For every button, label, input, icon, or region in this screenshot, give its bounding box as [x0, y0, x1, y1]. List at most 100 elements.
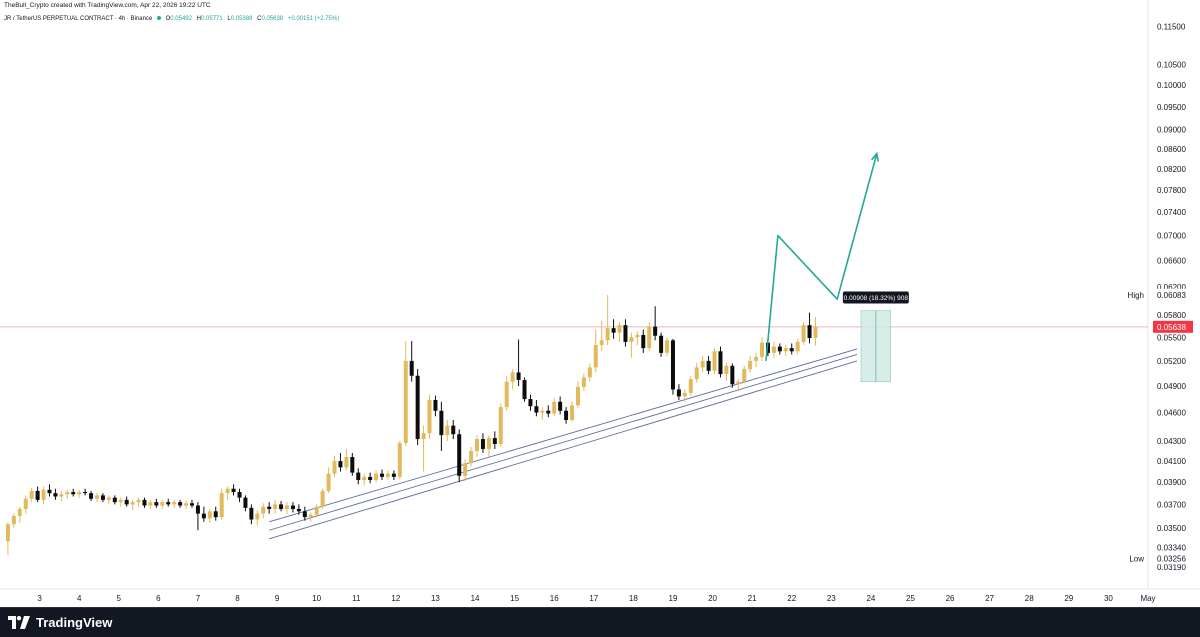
candle-body [261, 506, 266, 514]
candle-body [433, 399, 438, 411]
candle-body [777, 346, 782, 352]
candle-body [201, 513, 206, 519]
candle-body [706, 360, 711, 371]
candle [106, 495, 111, 505]
price-tick-label: 0.10000 [1157, 81, 1186, 90]
price-tick-label: 0.04600 [1157, 409, 1186, 418]
candle-body [106, 497, 111, 500]
candle [647, 322, 652, 352]
candle-body [771, 346, 776, 353]
candle-body [516, 372, 521, 380]
time-tick-label: 14 [471, 594, 480, 603]
candle-body [35, 490, 40, 500]
tradingview-logo[interactable]: TradingView [8, 615, 112, 630]
candle-body [445, 425, 450, 436]
projection-arrow[interactable] [765, 151, 880, 361]
time-tick-label: 3 [37, 594, 42, 603]
candle [724, 362, 729, 381]
candle [94, 493, 99, 503]
candle-body [207, 511, 212, 519]
symbol-name[interactable]: JR / TetherUS PERPETUAL CONTRACT · 4h · … [4, 16, 153, 22]
candle-body [356, 472, 361, 481]
candle-body [789, 348, 794, 352]
price-tick-label: 0.05200 [1157, 357, 1186, 366]
candle-body [665, 340, 670, 353]
candle-body [154, 502, 159, 506]
candles [5, 294, 818, 556]
candle-body [463, 463, 468, 476]
candle [59, 490, 64, 501]
candle [124, 496, 129, 507]
candle-body [522, 379, 527, 400]
candle [231, 484, 236, 496]
candle [47, 484, 52, 497]
time-tick-label: May [1140, 594, 1155, 603]
chart-credit: TheBull_Crypto created with TradingView.… [4, 2, 211, 9]
candle-body [748, 360, 753, 370]
candle [445, 420, 450, 442]
candle [801, 322, 806, 345]
price-chart[interactable]: 0.11500 0.10500 0.10000 0.09500 0.09000 0.086… [0, 0, 1200, 607]
high-label: High [1128, 291, 1144, 300]
candle-body [599, 340, 604, 345]
time-tick-label: 6 [156, 594, 161, 603]
time-tick-label: 13 [431, 594, 440, 603]
candle-body [267, 506, 272, 509]
time-tick-label: 29 [1064, 594, 1073, 603]
channel-line[interactable] [269, 360, 858, 540]
candle [112, 495, 117, 505]
candle-body [83, 492, 88, 494]
candle-body [730, 365, 735, 385]
candle-body [635, 334, 640, 338]
low-value-box [1152, 552, 1190, 565]
high-value: 0.05771 [201, 16, 223, 22]
close-value: 0.05638 [261, 16, 284, 22]
candle [748, 356, 753, 373]
candle-body [332, 461, 337, 474]
candle-body [421, 433, 426, 440]
last-price-badge [1153, 320, 1193, 333]
measure-label-box [842, 291, 909, 304]
candle-body [124, 499, 129, 505]
candle [201, 506, 206, 522]
candle [813, 317, 818, 346]
candle-body [480, 439, 485, 449]
candle-body [100, 495, 105, 500]
candle [374, 470, 379, 483]
candle [564, 407, 569, 424]
candle-body [546, 410, 551, 414]
candle-body [237, 492, 242, 498]
candle-body [255, 513, 260, 520]
close-label: C [257, 16, 262, 22]
candle-body [498, 407, 503, 444]
arrow-head [870, 151, 880, 162]
time-tick-label: 20 [708, 594, 717, 603]
candle-body [189, 503, 194, 506]
candle-body [629, 337, 634, 342]
price-tick-label: 0.10500 [1157, 61, 1186, 70]
candle [77, 489, 82, 498]
time-tick-label: 21 [748, 594, 757, 603]
channel-line[interactable] [269, 354, 858, 531]
candle-body [11, 515, 16, 525]
channel-line[interactable] [269, 348, 858, 523]
candle-body [611, 328, 616, 333]
ascending-channel[interactable] [269, 348, 858, 540]
open-value: 0.05492 [170, 16, 192, 22]
candle-body [736, 381, 741, 385]
candle [356, 468, 361, 485]
candle [439, 401, 444, 451]
time-tick-label: 16 [550, 594, 559, 603]
candle [189, 499, 194, 508]
candle [754, 352, 759, 368]
candle [570, 401, 575, 422]
candle-body [89, 493, 94, 499]
candle [599, 320, 604, 352]
candle-body [344, 457, 349, 468]
candle [178, 499, 183, 508]
measure-tool[interactable]: 0.00908 (18.32%) 908 [842, 291, 909, 382]
candle-body [694, 367, 699, 380]
projection-path[interactable] [765, 153, 878, 361]
candle-body [641, 334, 646, 349]
candle-body [564, 410, 569, 421]
